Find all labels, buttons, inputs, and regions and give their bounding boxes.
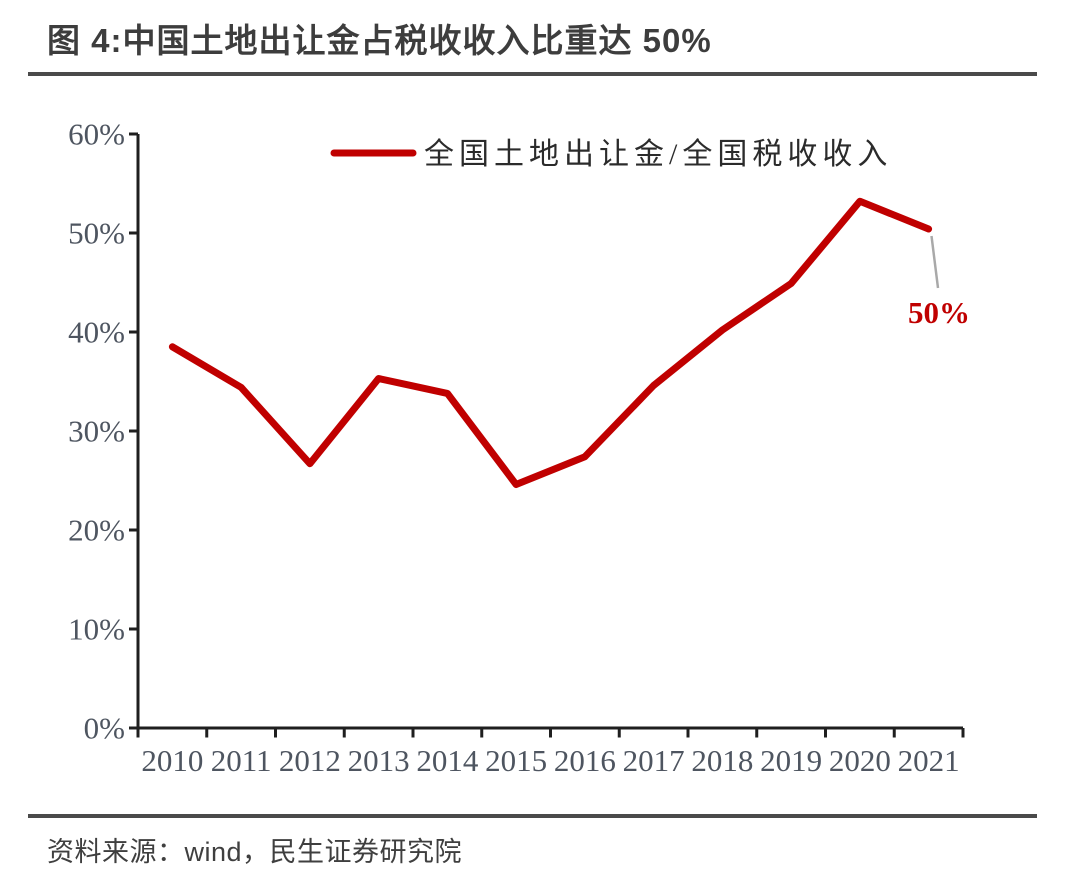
footer-divider [28, 814, 1037, 818]
x-tick-label: 2014 [416, 743, 479, 778]
x-tick-label: 2021 [898, 743, 960, 778]
chart-legend: 全国土地出让金/全国税收收入 [330, 138, 892, 171]
chart-series [168, 197, 933, 488]
x-tick-label: 2017 [623, 743, 685, 778]
y-tick-label: 60% [68, 117, 125, 152]
x-tick-label: 2015 [485, 743, 547, 778]
legend-label: 全国土地出让金/全国税收收入 [424, 138, 892, 171]
x-tick-label: 2016 [554, 743, 616, 778]
y-tick-label: 30% [68, 414, 125, 449]
figure-title: 图 4:中国土地出让金占税收收入比重达 50% [47, 22, 712, 59]
x-tick-label: 2010 [141, 743, 203, 778]
y-tick-label: 0% [84, 711, 125, 746]
annotation-leader-line [930, 235, 940, 289]
y-tick-label: 20% [68, 513, 125, 548]
source-note: 资料来源：wind，民生证券研究院 [47, 837, 463, 867]
y-tick-label: 50% [68, 216, 125, 251]
annotation-label: 50% [908, 295, 970, 330]
y-tick-label: 10% [68, 612, 125, 647]
x-tick-label: 2018 [691, 743, 753, 778]
chart-annotation: 50% [908, 235, 970, 330]
x-tick-label: 2012 [279, 743, 341, 778]
title-divider [28, 72, 1037, 76]
x-tick-label: 2019 [760, 743, 822, 778]
y-tick-label: 40% [68, 315, 125, 350]
x-tick-label: 2020 [829, 743, 891, 778]
x-tick-label: 2013 [348, 743, 410, 778]
series-polyline [168, 197, 933, 488]
x-tick-label: 2011 [211, 743, 272, 778]
chart-axes: 0% 10% 20% 30% 40% 50% 60% 2010 2011 2012 2013 2014… [68, 117, 965, 778]
